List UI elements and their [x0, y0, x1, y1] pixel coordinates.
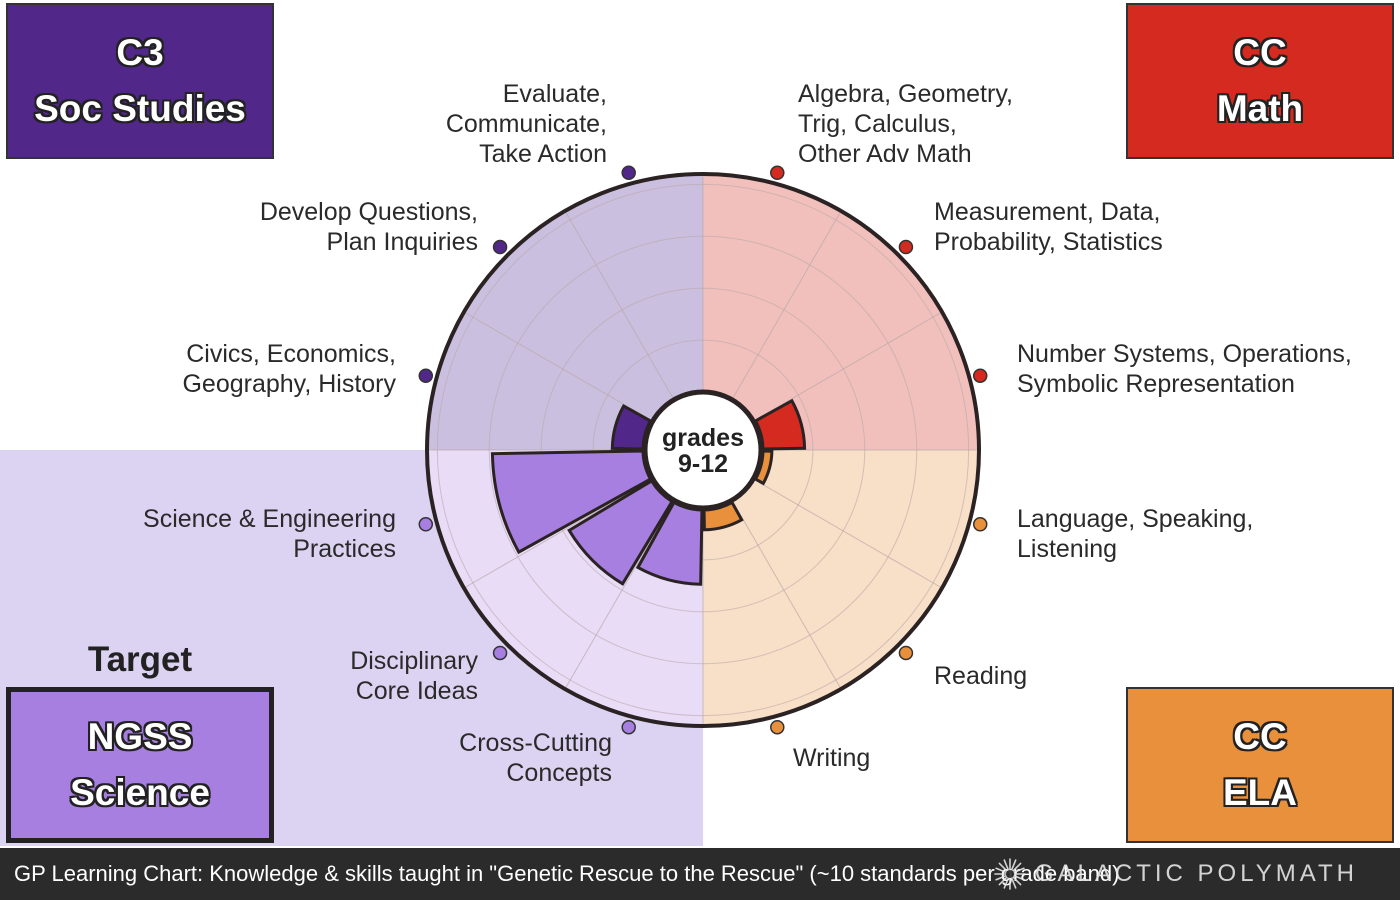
center-hub — [642, 389, 764, 511]
target-label: Target — [87, 640, 193, 679]
center-label-line: 9-12 — [678, 450, 728, 478]
subject-box-science: NGSS Science — [6, 687, 274, 843]
subject-box-line: Science — [70, 772, 210, 813]
subject-box-math: CC Math — [1126, 3, 1394, 159]
center-label-line: grades — [662, 424, 744, 452]
category-label-ela-reading: Reading — [934, 662, 1028, 690]
subject-box-line: NGSS — [87, 716, 193, 757]
quadrant-bg-soc — [427, 174, 703, 450]
grid-spoke — [731, 499, 842, 690]
galactic-polymath-logo-icon — [994, 858, 1026, 890]
grid-spoke — [463, 478, 654, 589]
brand-watermark: GALACTIC POLYMATH — [993, 848, 1358, 900]
footer-caption: GP Learning Chart: Knowledge & skills ta… — [0, 848, 1400, 900]
subject-box-line: ELA — [1223, 772, 1297, 813]
category-dot-soc-develop — [492, 239, 508, 255]
category-dot-sci-core — [492, 645, 508, 661]
category-label-sci-practices: Science & Engineering Practices — [143, 505, 396, 563]
brand-text: GALACTIC POLYMATH — [1034, 860, 1358, 887]
subject-box-soc-studies: C3 Soc Studies — [6, 3, 274, 159]
subject-box-line: C3 — [116, 32, 164, 73]
grid-spoke — [564, 499, 675, 690]
category-dot-soc-evaluate — [621, 165, 636, 181]
category-label-soc-evaluate: Evaluate, Communicate, Take Action — [445, 80, 607, 168]
category-label-ela-language: Language, Speaking, Listening — [1017, 505, 1254, 563]
subject-box-ela: CC ELA — [1126, 687, 1394, 843]
category-label-math-number: Number Systems, Operations, Symbolic Rep… — [1017, 340, 1352, 398]
category-dot-sci-cross — [621, 719, 636, 735]
subject-box-line: CC — [1233, 716, 1287, 757]
category-dot-math-number — [972, 368, 988, 383]
outer-ring — [425, 172, 981, 728]
grid-spoke — [731, 210, 842, 401]
grid-spoke — [752, 311, 943, 422]
category-label-math-measurement: Measurement, Data, Probability, Statisti… — [934, 198, 1163, 256]
category-dot-ela-language — [972, 517, 988, 532]
category-label-soc-civics: Civics, Economics, Geography, History — [182, 340, 396, 398]
grid-spoke — [564, 210, 675, 401]
category-dot-ela-writing — [770, 719, 785, 735]
category-dot-soc-civics — [418, 368, 434, 383]
category-label-ela-writing: Writing — [793, 744, 871, 772]
subject-box-line: CC — [1233, 32, 1287, 73]
category-label-soc-develop: Develop Questions, Plan Inquiries — [259, 198, 478, 256]
category-dot-ela-reading — [898, 645, 914, 661]
quadrant-bg-ela — [703, 450, 979, 726]
grid-spoke — [463, 311, 654, 422]
category-dot-math-algebra — [770, 165, 785, 181]
category-label-sci-core: Disciplinary Core Ideas — [350, 647, 478, 705]
subject-box-line: Soc Studies — [34, 88, 246, 129]
subject-box-line: Math — [1216, 88, 1304, 129]
category-dot-sci-practices — [418, 517, 434, 532]
grid-spoke — [752, 478, 943, 589]
category-dot-math-measurement — [898, 239, 914, 255]
quadrant-bg-math — [703, 174, 979, 450]
category-label-sci-cross: Cross-Cutting Concepts — [459, 729, 612, 787]
category-label-math-algebra: Algebra, Geometry, Trig, Calculus, Other… — [798, 80, 1013, 168]
